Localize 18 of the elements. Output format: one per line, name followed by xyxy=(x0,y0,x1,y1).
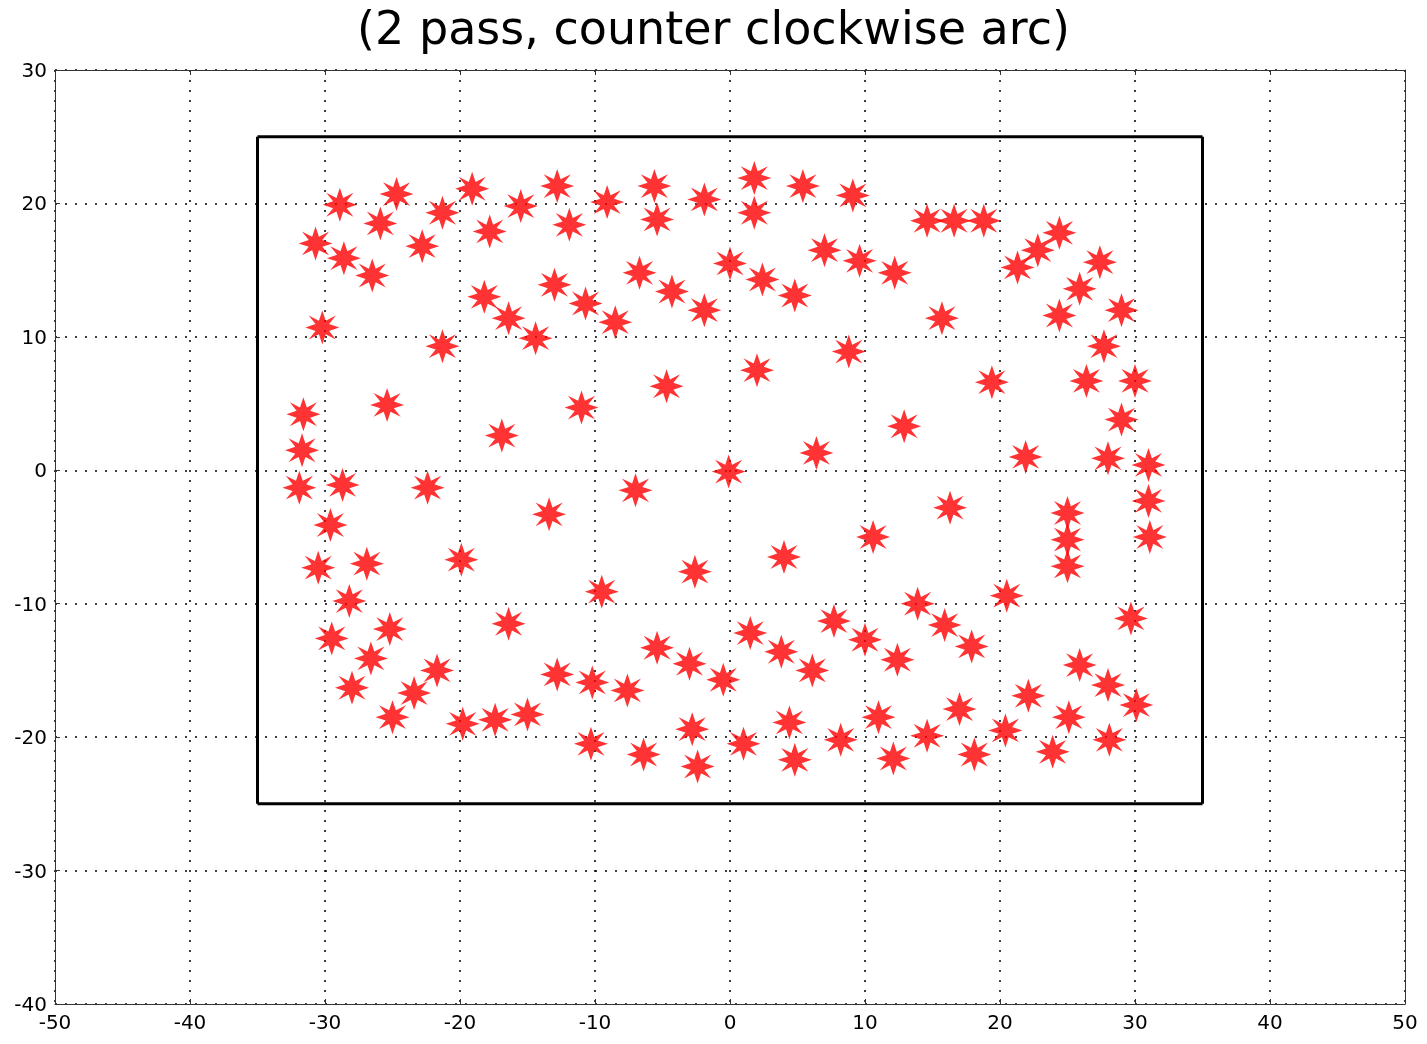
x-tick-label: 0 xyxy=(723,1010,737,1034)
y-tick-label: 30 xyxy=(21,58,47,82)
y-tick-label: 0 xyxy=(34,458,47,483)
x-tick-label: 40 xyxy=(1257,1010,1283,1034)
x-tick-label: 20 xyxy=(987,1010,1013,1034)
x-tick-label: 30 xyxy=(1122,1010,1148,1034)
x-tick-label: -40 xyxy=(173,1010,207,1034)
x-tick-label: -30 xyxy=(308,1010,342,1034)
chart-title: (2 pass, counter clockwise arc) xyxy=(357,1,1070,55)
y-tick-label: 10 xyxy=(21,324,47,349)
y-tick-label: -30 xyxy=(14,858,47,883)
x-tick-label: 10 xyxy=(852,1010,878,1034)
y-tick-label: -10 xyxy=(14,591,47,616)
x-tick-label: 50 xyxy=(1392,1010,1418,1034)
y-tick-label: 20 xyxy=(21,191,47,216)
x-tick-label: -20 xyxy=(443,1010,477,1034)
y-tick-label: -20 xyxy=(14,725,47,750)
x-tick-label: -10 xyxy=(578,1010,612,1034)
